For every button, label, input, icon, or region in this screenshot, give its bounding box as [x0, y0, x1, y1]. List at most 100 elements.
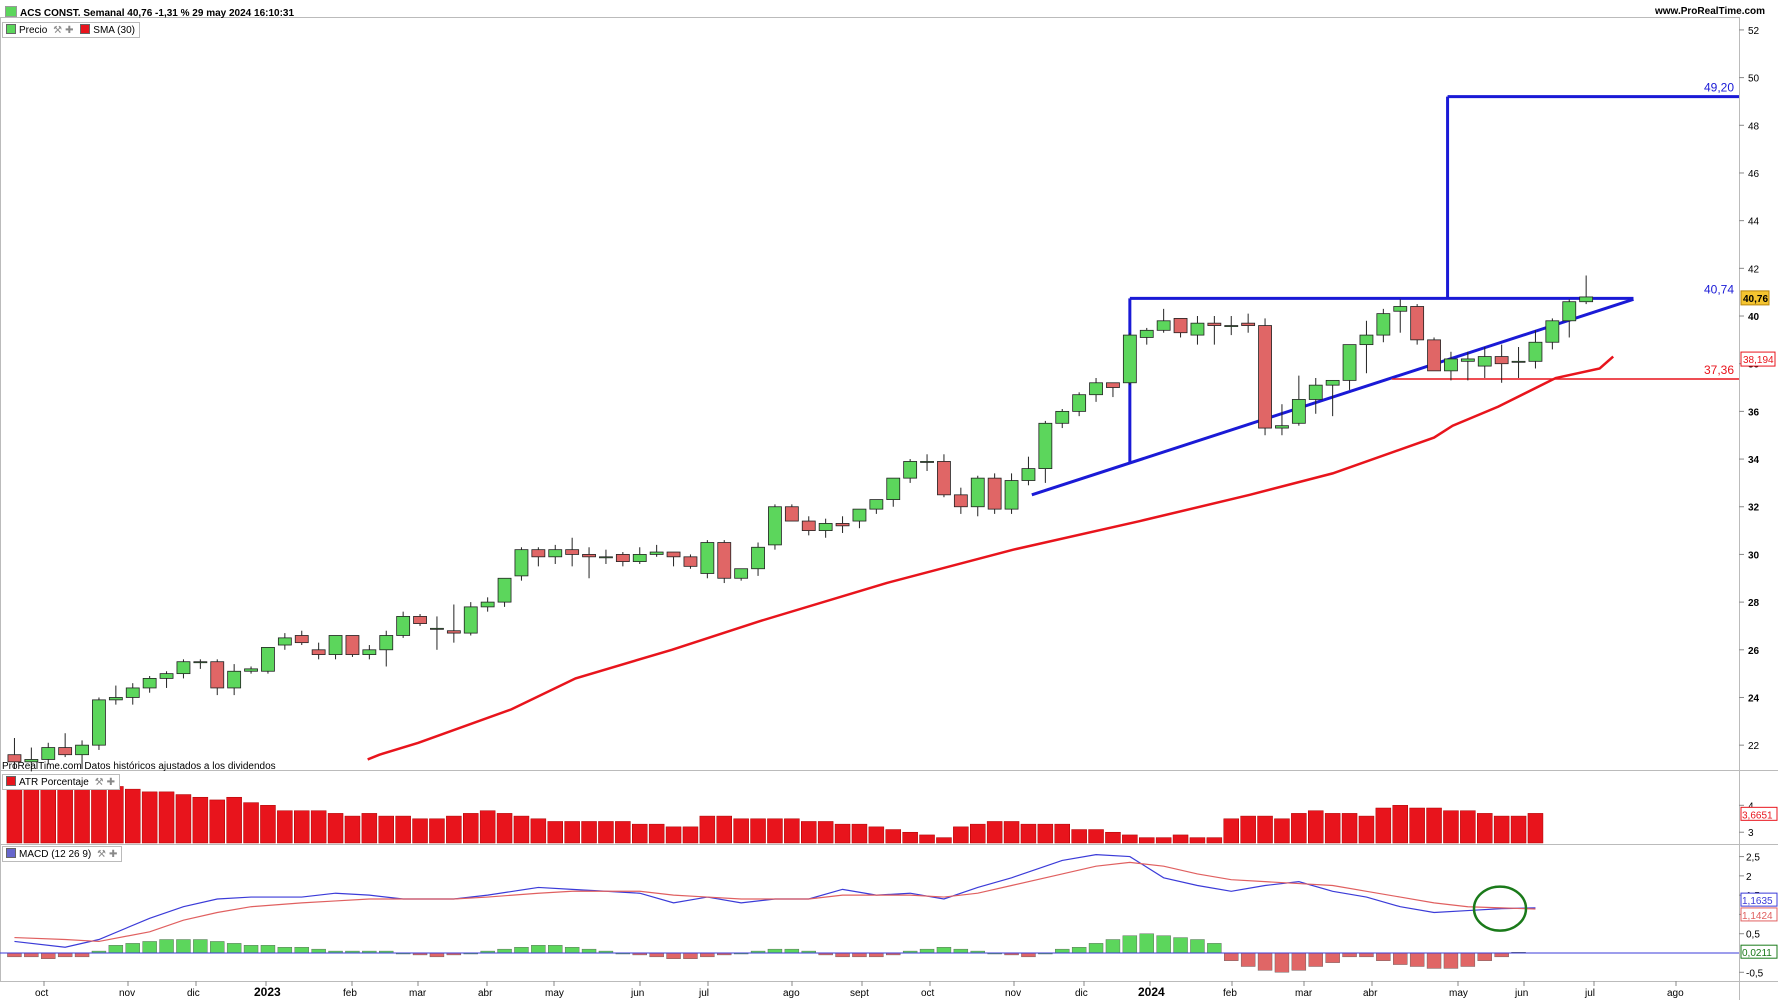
atr-bar	[57, 780, 73, 844]
candle-body	[24, 759, 39, 763]
atr-bar	[429, 818, 445, 844]
macd-histogram-bar	[514, 947, 529, 954]
atr-bar	[378, 815, 394, 844]
macd-histogram-bar	[767, 948, 783, 954]
candle-body	[497, 577, 512, 603]
atr-bar	[1527, 813, 1544, 844]
candle-body	[1055, 410, 1070, 424]
plus-icon[interactable]: ✚	[106, 777, 115, 788]
x-tick-label: ago	[1667, 988, 1684, 999]
atr-bar	[496, 813, 513, 844]
atr-bar	[598, 821, 614, 844]
atr-bar	[834, 823, 851, 844]
candle-body	[108, 697, 123, 701]
price-tick-label: 34	[1748, 455, 1760, 466]
candle-body	[1139, 329, 1154, 338]
macd-histogram-bar	[142, 941, 157, 954]
sma-value-label: 38,194	[1743, 355, 1774, 366]
atr-bar	[1493, 815, 1510, 844]
candle-body	[700, 542, 715, 574]
legend-macd[interactable]: MACD (12 26 9) ⚒ ✚	[2, 846, 123, 862]
macd-histogram-bar	[1443, 952, 1459, 969]
atr-bar	[615, 821, 631, 844]
macd-histogram-bar	[243, 945, 259, 954]
candle-body	[7, 754, 22, 763]
macd-histogram-bar	[108, 945, 124, 954]
atr-bar	[1375, 807, 1392, 844]
atr-bar	[1037, 823, 1054, 844]
macd-histogram-bar	[548, 945, 563, 954]
atr-bar	[158, 791, 175, 844]
atr-bar	[632, 823, 648, 844]
macd-tick-label: -0,5	[1746, 968, 1764, 979]
atr-bar	[1392, 805, 1408, 844]
atr-bar	[243, 802, 259, 844]
atr-bar	[767, 818, 783, 844]
candle-body	[801, 520, 816, 531]
chart-title: ACS CONST. Semanal 40,76 -1,31 % 29 may …	[5, 6, 294, 19]
candle-body	[1393, 306, 1408, 312]
atr-bar	[209, 799, 225, 844]
atr-bar	[327, 813, 344, 844]
x-tick-label: may	[545, 988, 564, 999]
x-tick-label: nov	[1005, 988, 1021, 999]
macd-histogram-bar	[919, 948, 935, 954]
candle-body	[734, 568, 749, 579]
atr-bar	[6, 780, 23, 844]
atr-bar	[1071, 829, 1087, 844]
price-tick-label: 40	[1748, 312, 1760, 323]
price-tick-label: 42	[1748, 264, 1760, 275]
candle-body	[328, 635, 343, 655]
macd-histogram-bar	[1207, 943, 1222, 954]
candle-body	[227, 670, 242, 689]
macd-series-señal	[14, 861, 1536, 943]
wrench-icon[interactable]: ⚒	[53, 25, 63, 36]
macd-histogram-bar	[193, 939, 208, 954]
candle-body	[514, 549, 529, 577]
atr-bar	[1122, 834, 1138, 844]
candle-body	[379, 635, 394, 651]
atr-bar	[1189, 837, 1206, 844]
candle-body	[1460, 358, 1475, 362]
x-tick-label: dic	[187, 988, 200, 999]
atr-bar	[1443, 810, 1459, 844]
x-tick-label: feb	[1223, 988, 1237, 999]
macd-histogram-bar	[1274, 952, 1290, 973]
wrench-icon[interactable]: ⚒	[94, 777, 104, 788]
atr-bar	[1257, 815, 1273, 844]
macd-histogram-bar	[1122, 935, 1138, 954]
macd-histogram-bar	[1240, 952, 1256, 967]
atr-bar	[1324, 813, 1341, 844]
legend-price[interactable]: Precio ⚒ ✚ SMA (30)	[2, 22, 140, 38]
wrench-icon[interactable]: ⚒	[97, 849, 106, 860]
macd-histogram-bar	[1359, 952, 1374, 958]
macd-histogram-bar	[1291, 952, 1307, 971]
macd-value-tag	[1740, 944, 1778, 959]
site-link[interactable]: www.ProRealTime.com	[1655, 6, 1766, 17]
candle-body	[92, 699, 106, 746]
price-tick-label: 32	[1748, 503, 1760, 514]
candle-body	[176, 661, 191, 675]
macd-histogram-bar	[1139, 933, 1154, 954]
atr-bar	[175, 794, 192, 844]
macd-histogram-bar	[1224, 952, 1239, 961]
macd-histogram-bar	[784, 948, 800, 954]
annotation-37,36: 37,36	[1704, 363, 1734, 377]
candle-body	[1224, 325, 1239, 327]
x-tick-label: abr	[478, 988, 493, 999]
plus-icon[interactable]: ✚	[65, 25, 74, 36]
x-tick-label: mar	[409, 988, 427, 999]
candle-body	[1173, 317, 1188, 334]
macd-histogram-bar	[1088, 943, 1104, 954]
legend-atr[interactable]: ATR Porcentaje ⚒ ✚	[2, 774, 120, 790]
macd-histogram-bar	[176, 939, 191, 954]
plus-icon[interactable]: ✚	[109, 849, 118, 860]
price-tick-label: 46	[1748, 169, 1760, 180]
macd-tick-label: 2,5	[1746, 853, 1760, 864]
candle-body	[1258, 325, 1272, 429]
x-tick-label: jun	[630, 988, 644, 999]
candle-body	[784, 506, 799, 522]
macd-histogram-bar	[159, 939, 174, 954]
sma-swatch	[80, 24, 91, 34]
